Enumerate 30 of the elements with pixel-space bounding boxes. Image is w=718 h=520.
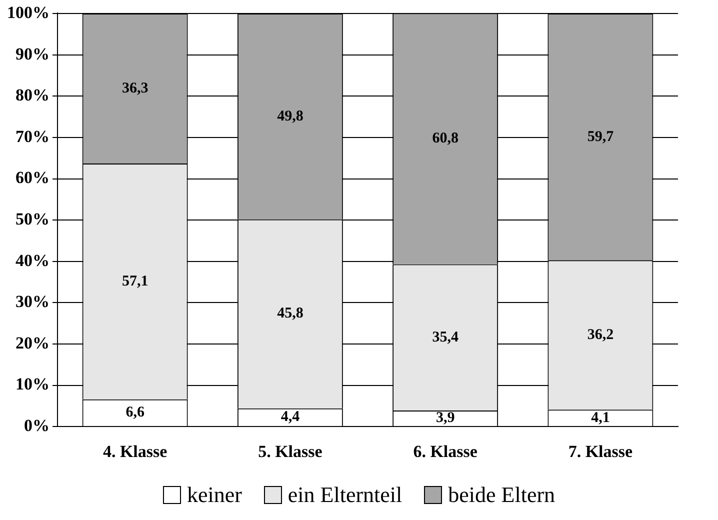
- data-label: 35,4: [432, 329, 459, 346]
- x-tick-label: 6. Klasse: [413, 442, 478, 462]
- text: keiner: [186, 482, 242, 508]
- y-tick-label: 60%: [16, 168, 50, 188]
- data-label: 36,3: [122, 80, 148, 96]
- legend-label: beide Eltern: [448, 482, 556, 508]
- legend-label: ein Elternteil: [288, 482, 402, 508]
- data-label: 4,4: [280, 409, 300, 426]
- y-tick-label: 100%: [7, 3, 50, 22]
- data-label: 6,6: [126, 404, 145, 421]
- y-tick-label: 30%: [16, 292, 50, 312]
- data-label: 57,1: [122, 273, 148, 290]
- x-tick-label: 7. Klasse: [568, 442, 633, 462]
- y-tick-label: 0%: [24, 416, 50, 435]
- y-tick-label: 10%: [16, 374, 50, 394]
- data-label: 36,2: [587, 326, 614, 343]
- y-tick-label: 90%: [16, 44, 50, 64]
- data-label: 59,7: [587, 128, 614, 145]
- data-label: 4,1: [591, 410, 610, 426]
- y-tick-label: 80%: [16, 86, 50, 105]
- x-tick-label: 5. Klasse: [258, 442, 323, 462]
- y-tick-label: 20%: [16, 333, 50, 352]
- data-label: 60,8: [432, 130, 458, 147]
- y-tick-label: 40%: [16, 250, 50, 270]
- y-tick-label: 70%: [16, 126, 50, 146]
- y-tick-label: 50%: [16, 209, 50, 228]
- data-label: 45,8: [277, 306, 304, 322]
- data-label: 3,9: [436, 410, 455, 426]
- x-tick-label: 4. Klasse: [102, 442, 168, 462]
- data-label: 49,8: [277, 108, 304, 124]
